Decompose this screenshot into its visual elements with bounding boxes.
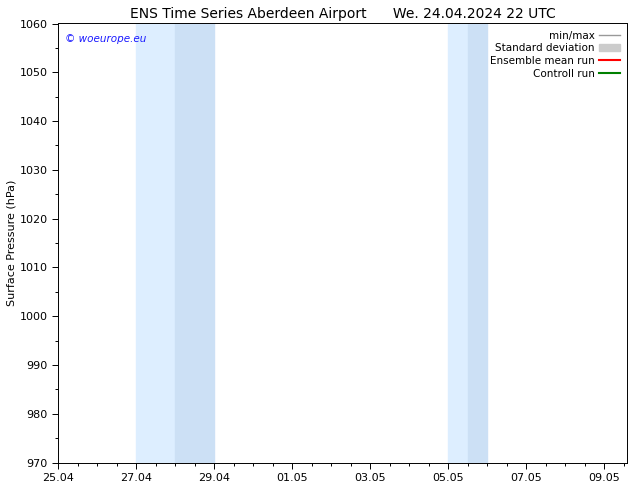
Bar bbox=[448, 24, 468, 463]
Bar bbox=[136, 24, 175, 463]
Y-axis label: Surface Pressure (hPa): Surface Pressure (hPa) bbox=[7, 180, 17, 306]
Bar bbox=[175, 24, 214, 463]
Legend: min/max, Standard deviation, Ensemble mean run, Controll run: min/max, Standard deviation, Ensemble me… bbox=[488, 29, 622, 81]
Text: © woeurope.eu: © woeurope.eu bbox=[65, 34, 146, 45]
Title: ENS Time Series Aberdeen Airport      We. 24.04.2024 22 UTC: ENS Time Series Aberdeen Airport We. 24.… bbox=[130, 7, 555, 21]
Bar bbox=[468, 24, 488, 463]
